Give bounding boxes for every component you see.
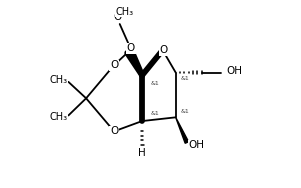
Polygon shape bbox=[176, 117, 189, 143]
Text: OH: OH bbox=[189, 140, 205, 150]
Text: &1: &1 bbox=[180, 109, 189, 114]
Text: O: O bbox=[110, 60, 118, 70]
Text: OH: OH bbox=[226, 66, 242, 76]
Text: O: O bbox=[160, 45, 168, 55]
Text: &1: &1 bbox=[180, 76, 189, 81]
Text: H: H bbox=[138, 148, 146, 158]
Text: CH₃: CH₃ bbox=[49, 75, 67, 85]
Text: &1: &1 bbox=[150, 81, 159, 86]
Text: CH₃: CH₃ bbox=[115, 7, 133, 17]
Text: &1: &1 bbox=[150, 111, 159, 116]
Text: O: O bbox=[127, 43, 135, 53]
Text: O: O bbox=[110, 126, 118, 136]
Text: CH₃: CH₃ bbox=[49, 112, 67, 122]
Text: O: O bbox=[114, 11, 122, 22]
